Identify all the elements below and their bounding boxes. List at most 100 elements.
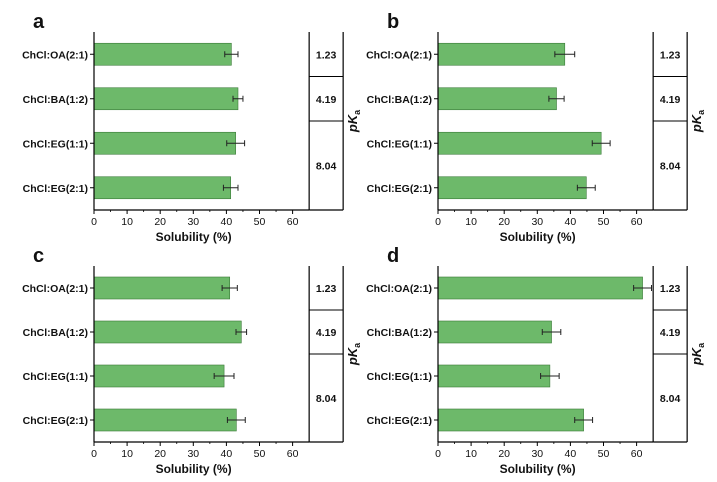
pka-axis-label: pKa	[345, 342, 362, 366]
pka-axis-label: pKa	[345, 109, 362, 133]
pka-label-subscript: a	[696, 342, 706, 348]
x-tick-label: 60	[631, 448, 643, 460]
x-tick-label: 40	[565, 216, 577, 228]
bar	[93, 408, 237, 432]
bar	[93, 364, 225, 388]
bar	[93, 276, 231, 300]
error-bar	[222, 184, 239, 191]
pka-label-subscript: a	[352, 109, 362, 115]
bar	[437, 42, 566, 66]
pka-value: 4.19	[660, 94, 681, 106]
category-label: ChCl:BA(1:2)	[23, 327, 88, 339]
x-tick-label: 30	[187, 216, 199, 228]
panel-b: b ChCl:OA(2:1) ChCl:BA(1:2) ChCl:EG(1:1) ChC…	[366, 11, 706, 244]
x-tick-label: 50	[254, 216, 266, 228]
pka-value: 8.04	[660, 393, 681, 405]
error-bar	[591, 140, 611, 147]
bar	[93, 131, 236, 155]
error-bar	[221, 285, 238, 291]
error-bar	[633, 285, 652, 291]
x-tick-label: 60	[287, 216, 299, 228]
error-bar	[541, 329, 562, 335]
x-tick-label: 20	[154, 216, 166, 228]
x-tick-label: 20	[498, 448, 510, 460]
category-label: ChCl:BA(1:2)	[23, 94, 88, 106]
pka-value: 1.23	[316, 283, 337, 295]
pka-value: 8.04	[316, 393, 337, 405]
bar	[437, 87, 557, 111]
pka-value: 1.23	[660, 283, 681, 295]
pka-value: 1.23	[660, 49, 681, 61]
x-tick-label: 30	[531, 448, 543, 460]
bar	[437, 364, 551, 388]
category-label: ChCl:EG(1:1)	[367, 371, 432, 383]
bar	[437, 176, 587, 200]
x-tick-label: 30	[531, 216, 543, 228]
panel-letter: d	[387, 245, 399, 267]
panel-letter: c	[33, 245, 44, 267]
x-tick-label: 20	[154, 448, 166, 460]
pka-label-subscript: a	[352, 342, 362, 348]
pka-axis-label: pKa	[689, 342, 706, 366]
bar	[437, 131, 602, 155]
error-bar	[213, 373, 235, 379]
category-label: ChCl:OA(2:1)	[366, 283, 432, 295]
x-tick-label: 0	[435, 216, 441, 228]
x-tick-label: 40	[221, 216, 233, 228]
error-bar	[548, 95, 565, 102]
pka-value: 4.19	[316, 94, 337, 106]
category-label: ChCl:OA(2:1)	[366, 49, 432, 61]
x-tick-label: 10	[121, 216, 133, 228]
pka-label-main: pK	[345, 346, 360, 366]
category-label: ChCl:EG(2:1)	[367, 183, 432, 195]
x-axis-label: Solubility (%)	[500, 462, 576, 476]
x-tick-label: 0	[91, 448, 97, 460]
category-label: ChCl:OA(2:1)	[22, 283, 88, 295]
bar	[93, 320, 242, 344]
error-bar	[224, 51, 239, 58]
error-bar	[226, 417, 246, 423]
bar	[437, 320, 552, 344]
category-label: ChCl:BA(1:2)	[367, 327, 432, 339]
error-bar	[554, 51, 576, 58]
x-axis-label: Solubility (%)	[156, 230, 232, 244]
category-label: ChCl:OA(2:1)	[22, 49, 88, 61]
x-tick-label: 50	[598, 216, 610, 228]
bar	[437, 408, 584, 432]
pka-value: 8.04	[660, 161, 681, 173]
pka-axis-label: pKa	[689, 109, 706, 133]
x-tick-label: 60	[631, 216, 643, 228]
pka-label-main: pK	[689, 113, 704, 133]
error-bar	[235, 329, 248, 335]
x-tick-label: 40	[221, 448, 233, 460]
error-bar	[576, 184, 596, 191]
panel-a: a ChCl:OA(2:1) ChCl:BA(1:2) ChCl:EG(1:1) ChC…	[22, 11, 362, 244]
pka-value: 4.19	[316, 327, 337, 339]
pka-value: 8.04	[316, 161, 337, 173]
pka-value: 4.19	[660, 327, 681, 339]
x-tick-label: 0	[91, 216, 97, 228]
x-tick-label: 20	[498, 216, 510, 228]
bar	[93, 87, 239, 111]
x-axis-label: Solubility (%)	[500, 230, 576, 244]
panel-c: c ChCl:OA(2:1) ChCl:BA(1:2) ChCl:EG(1:1) ChC…	[22, 245, 362, 476]
category-label: ChCl:EG(2:1)	[23, 415, 88, 427]
x-tick-label: 10	[465, 216, 477, 228]
x-tick-label: 40	[565, 448, 577, 460]
category-label: ChCl:BA(1:2)	[367, 94, 432, 106]
x-tick-label: 10	[121, 448, 133, 460]
x-tick-label: 30	[187, 448, 199, 460]
bar	[93, 42, 232, 66]
error-bar	[574, 417, 594, 423]
x-tick-label: 0	[435, 448, 441, 460]
pka-label-main: pK	[345, 113, 360, 133]
pka-value: 1.23	[316, 49, 337, 61]
category-label: ChCl:EG(2:1)	[23, 183, 88, 195]
x-axis-label: Solubility (%)	[156, 462, 232, 476]
panel-letter: b	[387, 11, 399, 33]
category-label: ChCl:EG(1:1)	[367, 138, 432, 150]
category-label: ChCl:EG(1:1)	[23, 371, 88, 383]
bar	[437, 276, 643, 300]
error-bar	[226, 140, 246, 147]
